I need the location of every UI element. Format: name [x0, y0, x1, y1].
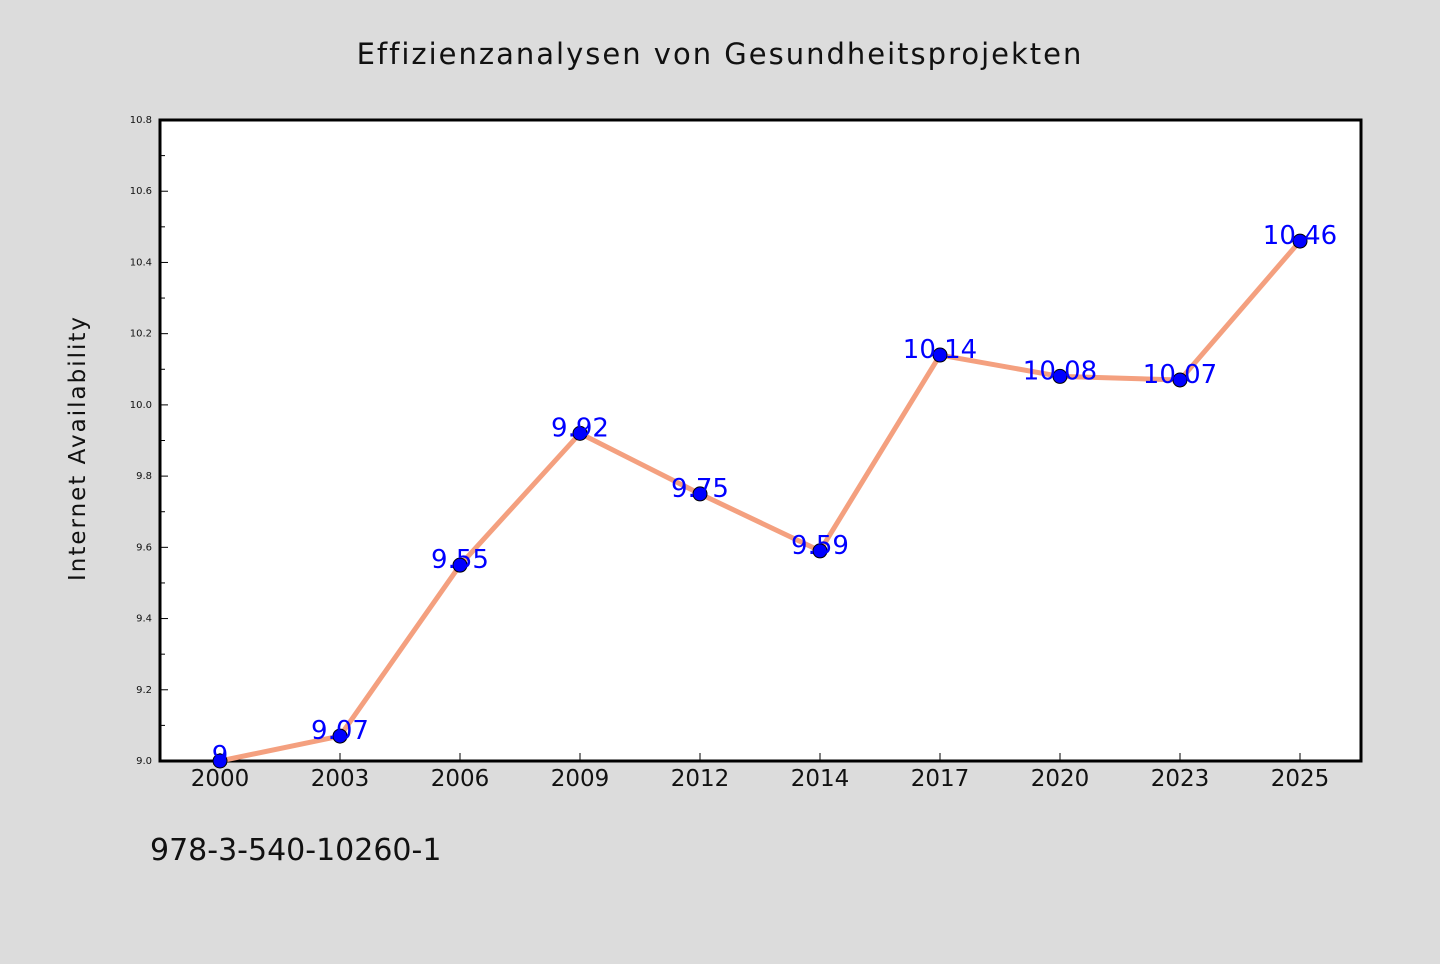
data-label: 10.14 [903, 335, 977, 365]
data-point [692, 486, 708, 502]
plot-area [158, 118, 1363, 763]
data-point [1172, 372, 1188, 388]
y-tick-label: 9.4 [136, 614, 152, 625]
data-point [1292, 233, 1308, 249]
x-tick-label: 2009 [551, 766, 610, 792]
x-tick-label: 2025 [1271, 766, 1330, 792]
y-tick-label: 10.6 [130, 186, 152, 197]
isbn-footer: 978-3-540-10260-1 [150, 833, 442, 868]
data-label: 9.55 [431, 545, 489, 575]
chart-title: Effizienzanalysen von Gesundheitsprojekt… [357, 37, 1084, 71]
x-tick-label: 2014 [791, 766, 850, 792]
x-tick-label: 2003 [311, 766, 370, 792]
y-axis: 9.0 9.2 9.4 9.6 9.8 10.0 10.2 10.4 10.6 10.8 [130, 115, 168, 767]
data-label: 9.75 [671, 474, 729, 504]
y-tick-label: 10.4 [130, 257, 152, 268]
y-tick-label: 10.0 [130, 400, 152, 411]
data-label: 10.46 [1263, 221, 1337, 251]
x-tick-label: 2012 [671, 766, 730, 792]
data-label: 9.92 [551, 413, 609, 443]
x-tick-label: 2006 [431, 766, 490, 792]
x-tick-label: 2000 [191, 766, 250, 792]
y-tick-label: 10.8 [130, 115, 152, 126]
x-tick-label: 2017 [911, 766, 970, 792]
y-tick-label: 9.0 [136, 756, 152, 767]
data-label: 10.07 [1143, 360, 1217, 390]
data-point [812, 543, 828, 559]
data-point [212, 753, 228, 769]
data-labels: 9 9.07 9.55 9.92 9.75 9.59 10.14 10.08 10.07 10.4… [212, 221, 1337, 771]
x-tick-label: 2023 [1151, 766, 1210, 792]
data-label: 9.59 [791, 531, 849, 561]
y-tick-label: 9.8 [136, 471, 152, 482]
data-point [572, 425, 588, 441]
series-line-group [212, 233, 1308, 769]
data-label: 9 [212, 741, 229, 771]
series-line [217, 238, 1303, 764]
data-point [932, 347, 948, 363]
y-axis-label: Internet Availability [65, 315, 91, 581]
y-tick-label: 9.6 [136, 542, 152, 553]
data-point [452, 557, 468, 573]
data-label: 10.08 [1023, 356, 1097, 386]
data-point [1052, 368, 1068, 384]
data-label: 9.07 [311, 716, 369, 746]
x-tick-label: 2020 [1031, 766, 1090, 792]
data-point [332, 728, 348, 744]
y-tick-label: 9.2 [136, 685, 152, 696]
y-tick-label: 10.2 [130, 329, 152, 340]
